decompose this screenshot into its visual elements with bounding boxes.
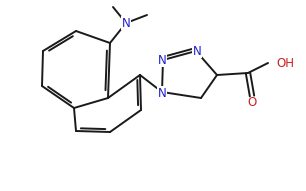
Text: OH: OH	[276, 57, 294, 70]
Text: O: O	[247, 96, 257, 108]
Text: N: N	[158, 87, 166, 100]
Text: N: N	[192, 45, 201, 57]
Text: N: N	[158, 53, 166, 66]
Text: N: N	[121, 16, 130, 29]
